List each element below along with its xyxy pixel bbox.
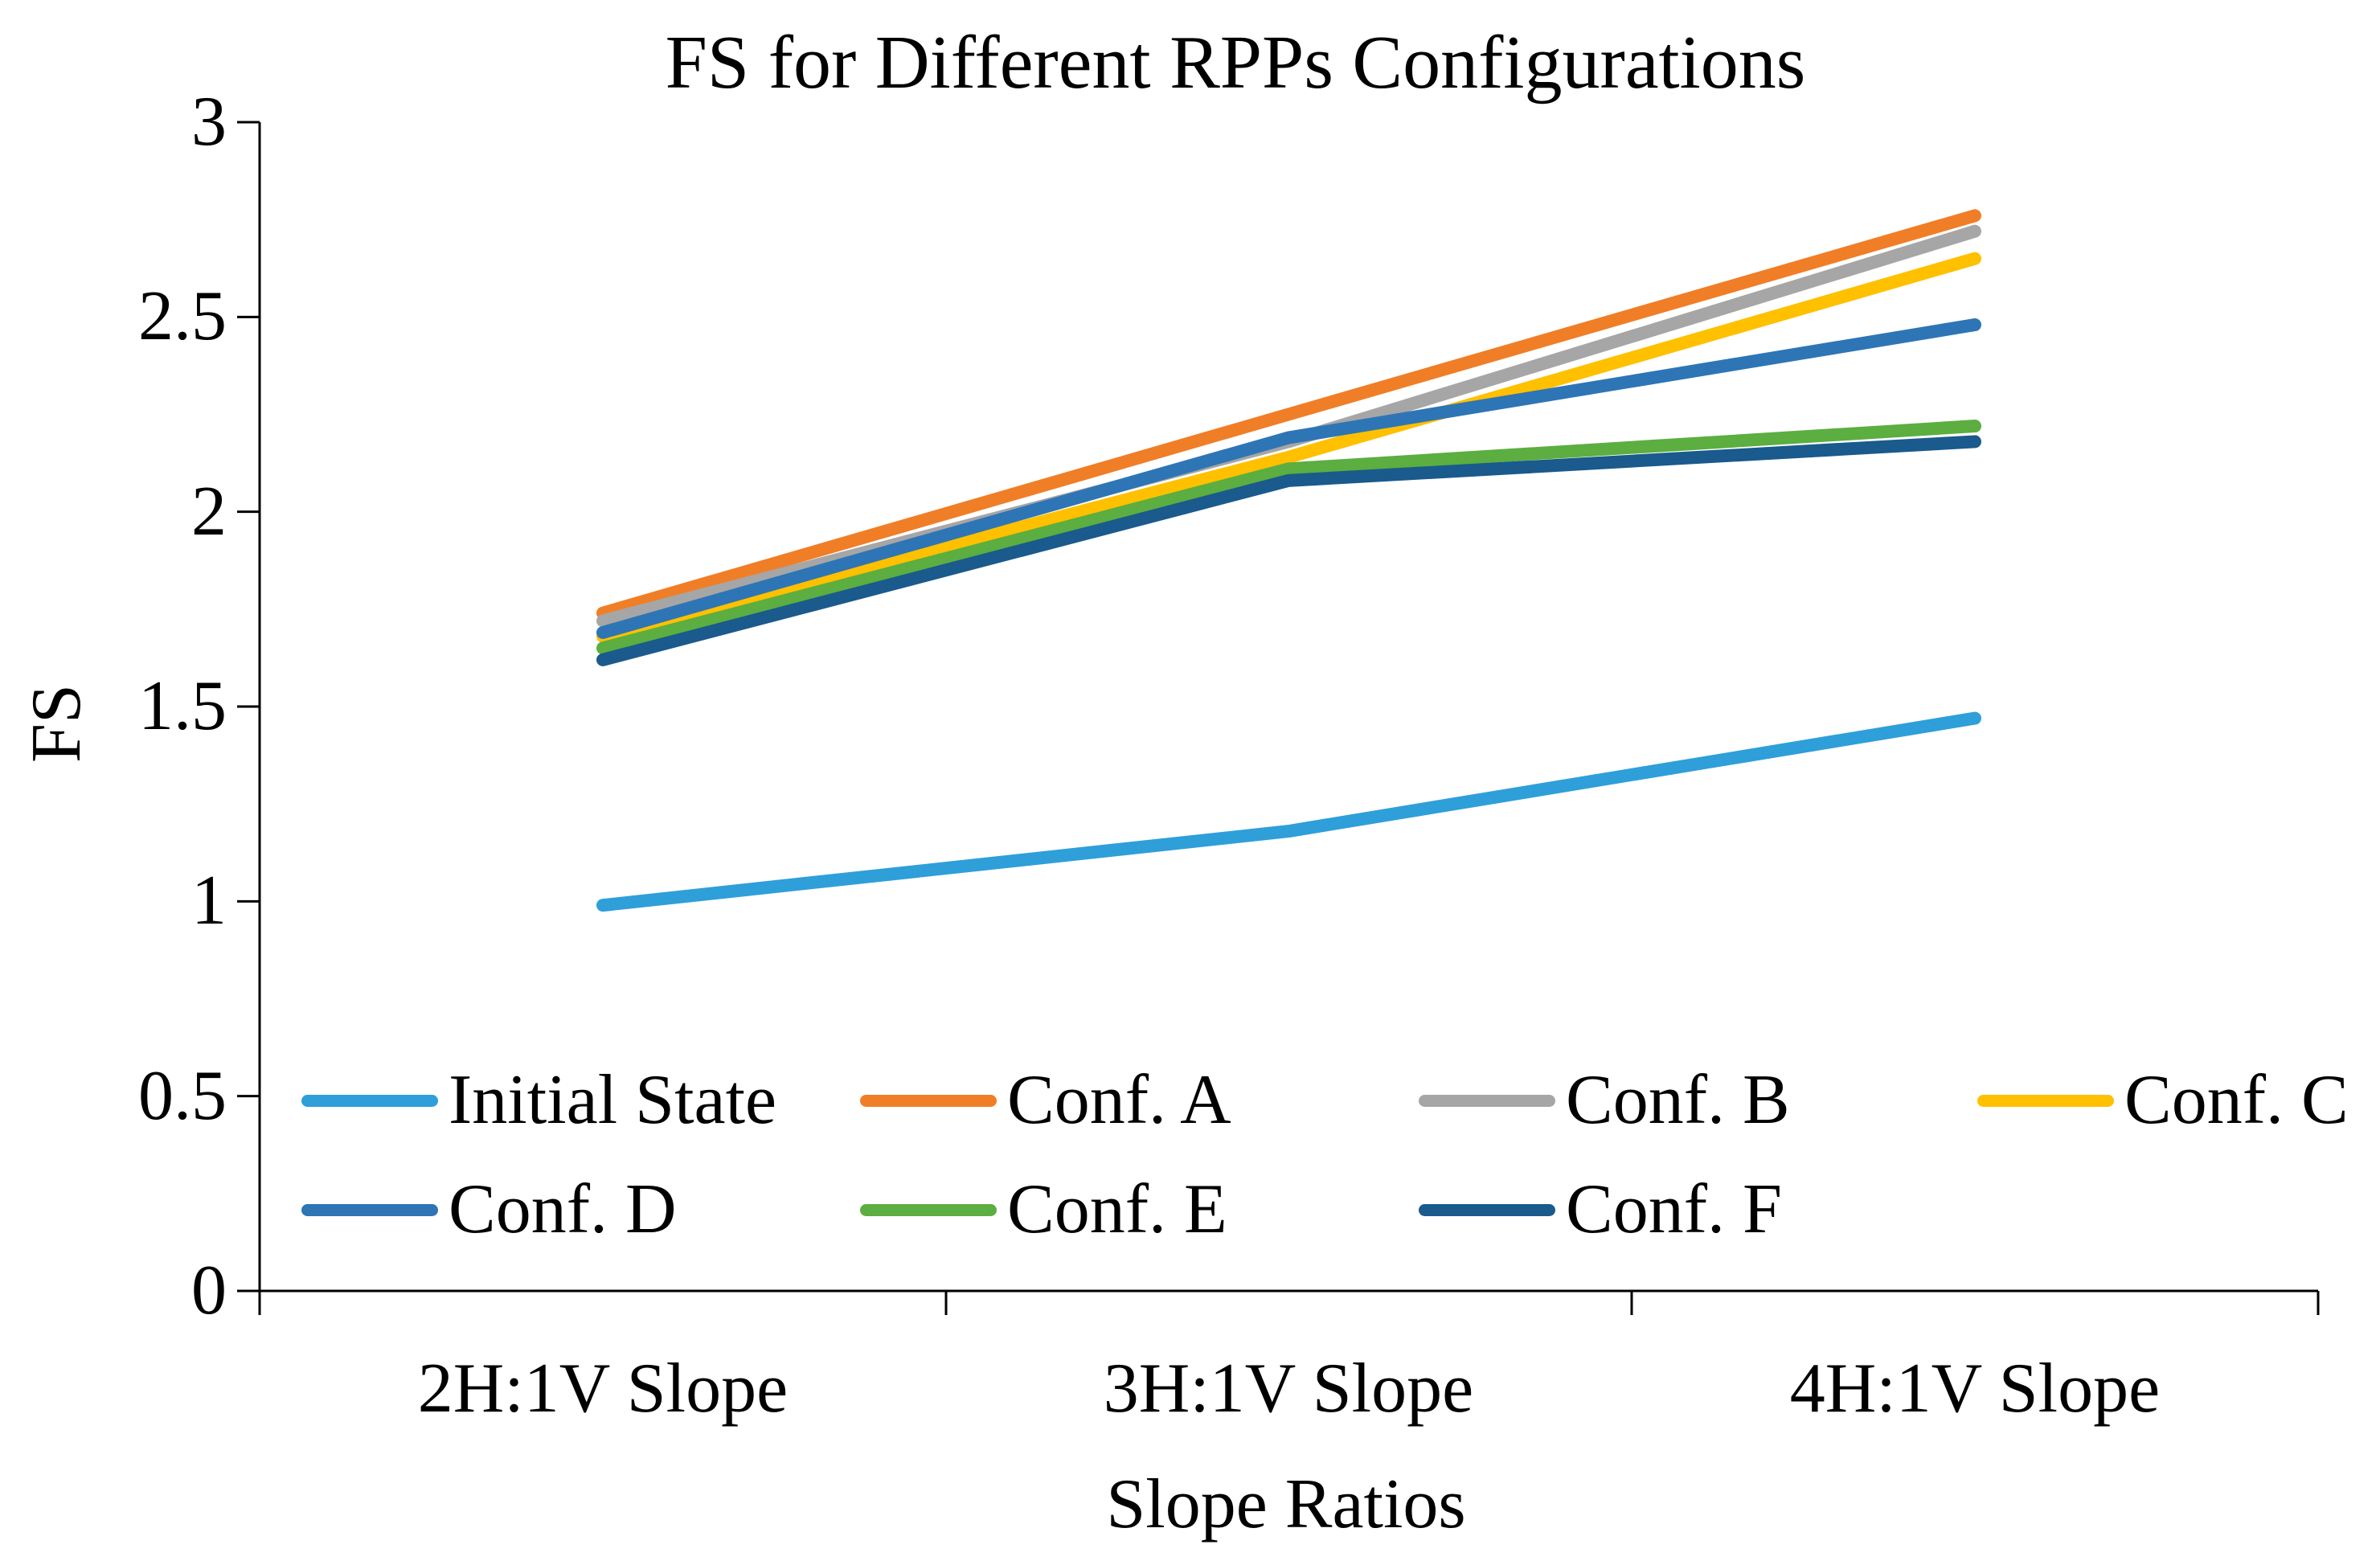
legend-line-swatch <box>1419 1204 1555 1216</box>
x-axis-title: Slope Ratios <box>1106 1465 1466 1543</box>
legend-line-swatch <box>301 1095 438 1107</box>
x-tick-label: 2H:1V Slope <box>417 1350 789 1428</box>
y-tick-label: 1.5 <box>138 667 227 745</box>
legend-line-swatch <box>1419 1095 1555 1107</box>
legend-line-swatch <box>1977 1095 2114 1107</box>
legend-label: Conf. B <box>1566 1061 1790 1139</box>
legend-label: Conf. F <box>1566 1170 1782 1248</box>
legend-line-swatch <box>860 1095 997 1107</box>
y-tick-label: 0.5 <box>138 1057 227 1135</box>
chart-title: FS for Different RPPs Configurations <box>665 21 1806 104</box>
series-line-conf-f <box>596 435 1981 666</box>
legend-label: Conf. C <box>2124 1061 2349 1139</box>
series-line-initial-state <box>596 711 1981 912</box>
series-line-conf-b <box>596 224 1981 628</box>
legend-label: Initial State <box>449 1061 777 1139</box>
y-tick-label: 2 <box>191 473 227 551</box>
y-tick-label: 0 <box>191 1252 227 1330</box>
legend-label: Conf. D <box>449 1170 677 1248</box>
series-line-conf-a <box>596 209 1981 620</box>
legend-line-swatch <box>860 1204 997 1216</box>
legend-label: Conf. A <box>1007 1061 1231 1139</box>
y-tick-label: 1 <box>191 862 227 940</box>
y-tick-label: 3 <box>191 83 227 161</box>
series-line-conf-e <box>596 420 1981 655</box>
x-tick-label: 3H:1V Slope <box>1103 1350 1474 1428</box>
x-tick-label: 4H:1V Slope <box>1789 1350 2161 1428</box>
legend-label: Conf. E <box>1007 1170 1227 1248</box>
y-tick-label: 2.5 <box>138 277 227 355</box>
legend-line-swatch <box>301 1204 438 1216</box>
series-line-conf-d <box>596 318 1981 639</box>
series-line-conf-c <box>596 252 1981 643</box>
